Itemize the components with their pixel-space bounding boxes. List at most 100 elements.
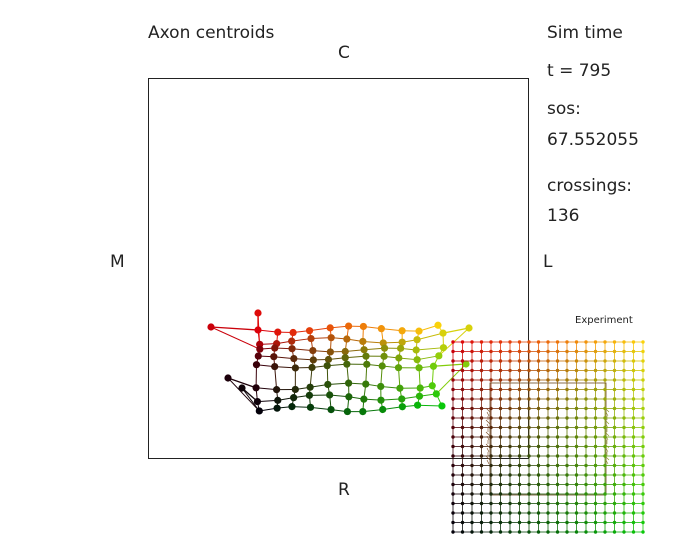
experiment-point [584,444,588,449]
experiment-point [631,501,636,506]
experiment-point [489,520,493,525]
experiment-point [546,416,550,420]
centroid-link [227,377,260,412]
experiment-point [489,435,493,439]
experiment-point [574,425,579,430]
experiment-point [622,520,626,525]
experiment-point [622,511,626,515]
experiment-point [612,482,617,487]
experiment-point [508,473,512,477]
experiment-points [451,340,645,534]
experiment-point [546,349,550,354]
experiment-point [555,406,560,411]
experiment-point [451,425,455,430]
experiment-point [517,520,522,525]
experiment-point [460,520,465,525]
experiment-point [641,387,645,392]
experiment-point [508,463,512,468]
sos-value: 67.552055 [547,130,639,150]
experiment-point [565,359,569,363]
centroid-point [324,380,332,389]
experiment-point [612,435,617,439]
centroid-point [289,328,297,337]
experiment-point [565,368,569,373]
experiment-point [631,511,636,515]
centroid-point [398,338,406,346]
centroid-point [380,352,388,360]
centroid-point [326,348,334,356]
experiment-point [479,492,484,496]
centroid-point [291,385,299,394]
experiment-point [555,359,560,363]
experiment-point [479,511,484,515]
experiment-point [460,463,465,468]
experiment-point [631,473,636,477]
centroid-link [227,377,257,389]
experiment-point [584,406,588,411]
experiment-point [470,463,474,468]
experiment-point [612,425,617,430]
centroid-link [274,366,278,390]
sim-time-value: t = 795 [547,61,612,81]
experiment-point [574,378,579,382]
centroid-point [377,325,385,333]
experiment-point [574,463,579,468]
centroid-point [416,384,424,392]
centroid-point [413,356,421,364]
experiment-point [517,425,522,430]
experiment-point [555,492,560,496]
experiment-point [612,501,617,506]
experiment-point [603,482,607,487]
experiment-point [584,416,588,420]
centroid-point [428,382,436,390]
experiment-point [565,406,569,411]
centroid-point [359,322,368,331]
centroid-point [360,395,368,403]
centroid-point [307,334,315,343]
crossings-label: crossings: [547,176,632,196]
centroid-point [271,362,279,371]
centroid-point [398,327,406,335]
experiment-point [479,520,484,525]
experiment-point [470,368,474,373]
experiment-point [508,435,512,439]
experiment-point [470,416,474,420]
crossings-value: 136 [547,206,580,226]
experiment-point [498,482,503,487]
centroid-point [434,321,442,329]
experiment-point [641,520,645,525]
experiment-point [546,397,550,401]
experiment-point [631,463,636,468]
experiment-point [555,454,560,458]
experiment-point [593,349,598,354]
experiment-point [546,463,550,468]
experiment-point [565,463,569,468]
centroid-point [363,360,371,368]
experiment-point [517,416,522,420]
experiment-point [612,530,617,534]
experiment-point [584,454,588,458]
experiment-point [451,454,455,458]
centroid-point [344,322,353,330]
centroid-point [254,352,262,360]
centroid-link [210,326,261,350]
experiment-point [498,406,503,411]
experiment-point [527,463,531,468]
experiment-point [470,520,474,525]
experiment-point [460,397,465,401]
centroid-point [377,382,385,391]
experiment-point [641,416,645,420]
experiment-point [584,530,588,534]
experiment-point [460,530,465,534]
experiment-point [612,444,617,449]
experiment-point [631,454,636,458]
experiment-point [612,520,617,525]
experiment-point [565,397,569,401]
experiment-point [451,501,455,506]
experiment-point [546,473,550,477]
experiment-point [565,387,569,392]
experiment-point [555,349,560,354]
experiment-point [489,368,493,373]
centroid-point [359,408,367,416]
